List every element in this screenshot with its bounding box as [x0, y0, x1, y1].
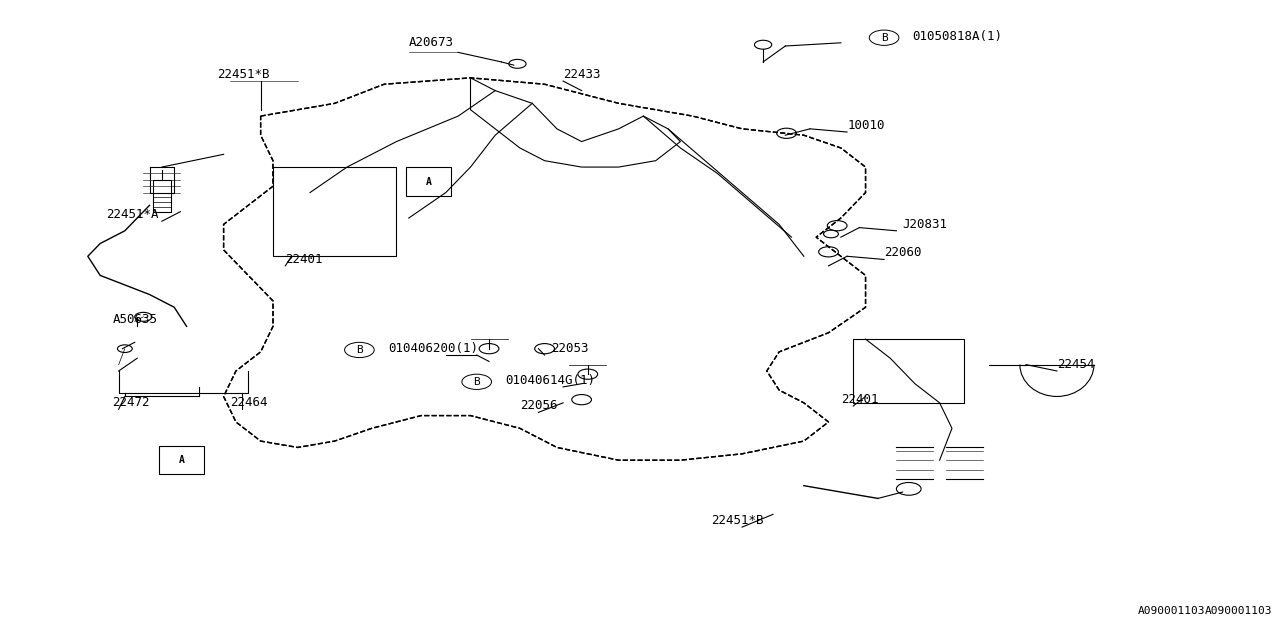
Text: 22451*B: 22451*B [712, 514, 764, 527]
Text: 22451*B: 22451*B [218, 68, 270, 81]
Text: 22060: 22060 [884, 246, 922, 259]
Bar [406, 167, 451, 196]
Text: 22433: 22433 [563, 68, 600, 81]
Text: A090001103: A090001103 [1138, 606, 1204, 616]
Text: B: B [474, 377, 480, 387]
Text: A20673: A20673 [408, 36, 454, 49]
Text: 22053: 22053 [550, 342, 589, 355]
Text: 22056: 22056 [520, 399, 557, 412]
Bar [160, 445, 204, 474]
Polygon shape [224, 78, 865, 460]
Text: A: A [425, 177, 431, 187]
Text: 10010: 10010 [847, 119, 884, 132]
Text: 22472: 22472 [113, 396, 150, 409]
Text: 22454: 22454 [1057, 358, 1094, 371]
Text: 22401: 22401 [841, 393, 878, 406]
Text: A50635: A50635 [113, 314, 157, 326]
Text: 22401: 22401 [285, 253, 323, 266]
Text: 01050818A(1): 01050818A(1) [913, 30, 1002, 43]
Bar [152, 180, 172, 212]
Bar [273, 167, 397, 256]
Text: 22464: 22464 [230, 396, 268, 409]
Text: A: A [179, 455, 184, 465]
Text: A090001103: A090001103 [1204, 606, 1272, 616]
Text: B: B [881, 33, 887, 43]
Text: 010406200(1): 010406200(1) [388, 342, 477, 355]
Text: 01040614G(1): 01040614G(1) [506, 374, 595, 387]
Text: B: B [356, 345, 362, 355]
Text: J20831: J20831 [902, 218, 947, 231]
Bar [854, 339, 964, 403]
Text: 22451*A: 22451*A [106, 208, 159, 221]
